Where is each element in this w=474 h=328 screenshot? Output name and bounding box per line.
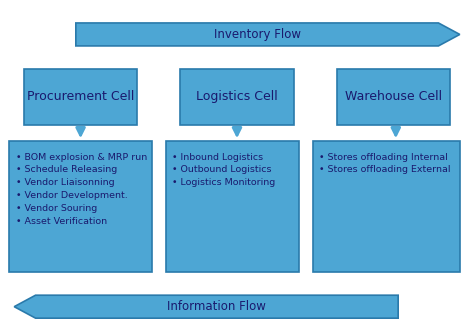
FancyBboxPatch shape <box>337 69 450 125</box>
Text: Information Flow: Information Flow <box>167 300 266 313</box>
FancyBboxPatch shape <box>24 69 137 125</box>
Text: • Stores offloading Internal
• Stores offloading External: • Stores offloading Internal • Stores of… <box>319 153 450 174</box>
Polygon shape <box>76 23 460 46</box>
FancyBboxPatch shape <box>313 141 460 272</box>
Polygon shape <box>14 295 398 318</box>
FancyBboxPatch shape <box>166 141 299 272</box>
Text: Logistics Cell: Logistics Cell <box>196 90 278 103</box>
FancyBboxPatch shape <box>9 141 152 272</box>
FancyBboxPatch shape <box>180 69 294 125</box>
Text: Warehouse Cell: Warehouse Cell <box>345 90 442 103</box>
Text: • BOM explosion & MRP run
• Schedule Releasing
• Vendor Liaisonning
• Vendor Dev: • BOM explosion & MRP run • Schedule Rel… <box>16 153 147 226</box>
Text: • Inbound Logistics
• Outbound Logistics
• Logistics Monitoring: • Inbound Logistics • Outbound Logistics… <box>172 153 275 187</box>
Text: Procurement Cell: Procurement Cell <box>27 90 134 103</box>
Text: Inventory Flow: Inventory Flow <box>214 28 301 41</box>
